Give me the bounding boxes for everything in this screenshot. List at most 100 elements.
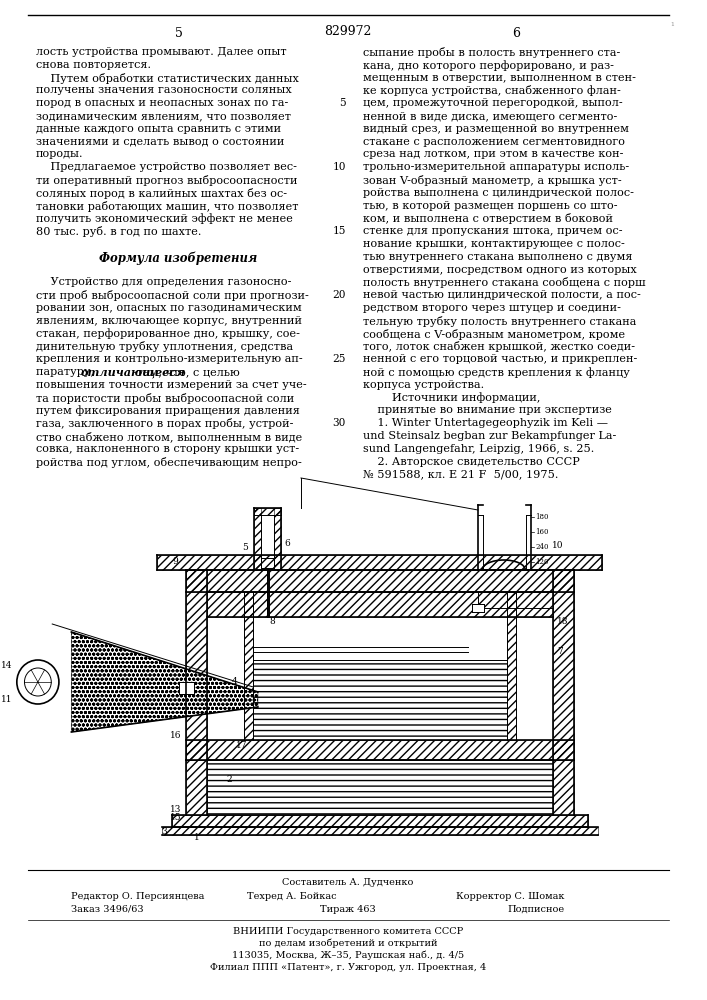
Text: 16: 16 — [170, 730, 182, 740]
Text: стакане с расположением сегментовидного: стакане с расположением сегментовидного — [363, 137, 625, 147]
Text: тью внутреннего стакана выполнено с двумя: тью внутреннего стакана выполнено с двум… — [363, 252, 633, 262]
Bar — [472, 604, 484, 612]
Text: ти оперативный прогноз выбросоопасности: ти оперативный прогноз выбросоопасности — [36, 175, 298, 186]
Bar — [553, 570, 573, 760]
Text: принятые во внимание при экспертизе: принятые во внимание при экспертизе — [363, 405, 612, 415]
Text: корпуса устройства.: корпуса устройства. — [363, 380, 484, 390]
Text: зован V-образный манометр, а крышка уст-: зован V-образный манометр, а крышка уст- — [363, 175, 621, 186]
Text: совка, наклоненного в сторону крышки уст-: совка, наклоненного в сторону крышки уст… — [36, 444, 299, 454]
Text: 14: 14 — [1, 660, 12, 670]
Bar — [158, 555, 602, 570]
Text: та пористости пробы выбросоопасной соли: та пористости пробы выбросоопасной соли — [36, 393, 294, 404]
Text: тем, что, с целью: тем, что, с целью — [133, 367, 240, 377]
Text: ненной в виде диска, имеющего сегменто-: ненной в виде диска, имеющего сегменто- — [363, 111, 617, 121]
Text: Путем обработки статистических данных: Путем обработки статистических данных — [36, 73, 299, 84]
Text: 2: 2 — [226, 776, 232, 784]
Text: 25: 25 — [332, 354, 346, 364]
Text: среза над лотком, при этом в качестве кон-: среза над лотком, при этом в качестве ко… — [363, 149, 624, 159]
Bar — [261, 558, 274, 568]
Bar — [178, 682, 194, 694]
Text: 5: 5 — [243, 544, 248, 552]
Text: редством второго через штуцер и соедини-: редством второго через штуцер и соедини- — [363, 303, 621, 313]
Text: Заказ 3496/63: Заказ 3496/63 — [71, 905, 144, 914]
Text: 3: 3 — [161, 826, 167, 836]
Bar — [254, 508, 261, 570]
Text: стенке для пропускания штока, причем ос-: стенке для пропускания штока, причем ос- — [363, 226, 623, 236]
Text: цем, промежуточной перегородкой, выпол-: цем, промежуточной перегородкой, выпол- — [363, 98, 623, 108]
Text: ровании зон, опасных по газодинамическим: ровании зон, опасных по газодинамическим — [36, 303, 302, 313]
Text: газа, заключенного в порах пробы, устрой-: газа, заключенного в порах пробы, устрой… — [36, 418, 293, 429]
Text: крепления и контрольно-измерительную ап-: крепления и контрольно-измерительную ап- — [36, 354, 303, 364]
Text: 6: 6 — [512, 27, 520, 40]
Text: получить экономический эффект не менее: получить экономический эффект не менее — [36, 213, 293, 224]
Text: Составитель А. Дудченко: Составитель А. Дудченко — [282, 878, 414, 887]
Text: полость внутреннего стакана сообщена с порш: полость внутреннего стакана сообщена с п… — [363, 277, 645, 288]
Text: ройства выполнена с цилиндрической полос-: ройства выполнена с цилиндрической полос… — [363, 188, 634, 198]
Text: № 591588, кл. Е 21 F  5/00, 1975.: № 591588, кл. Е 21 F 5/00, 1975. — [363, 469, 559, 479]
Text: кана, дно которого перфорировано, и раз-: кана, дно которого перфорировано, и раз- — [363, 60, 614, 71]
Text: ком, и выполнена с отверстием в боковой: ком, и выполнена с отверстием в боковой — [363, 213, 613, 224]
Text: явлениям, включающее корпус, внутренний: явлениям, включающее корпус, внутренний — [36, 316, 302, 326]
Text: сообщена с V-образным манометром, кроме: сообщена с V-образным манометром, кроме — [363, 329, 625, 340]
Text: Предлагаемое устройство позволяет вес-: Предлагаемое устройство позволяет вес- — [36, 162, 297, 172]
Bar — [253, 660, 507, 740]
Text: Корректор С. Шомак: Корректор С. Шомак — [455, 892, 564, 901]
Text: Редактор О. Персиянцева: Редактор О. Персиянцева — [71, 892, 205, 901]
Text: зодинамическим явлениям, что позволяет: зодинамическим явлениям, что позволяет — [36, 111, 291, 121]
Text: сыпание пробы в полость внутреннего ста-: сыпание пробы в полость внутреннего ста- — [363, 47, 621, 58]
Text: данные каждого опыта сравнить с этими: данные каждого опыта сравнить с этими — [36, 124, 281, 134]
Text: отличающееся: отличающееся — [80, 367, 185, 378]
Text: 120: 120 — [535, 558, 549, 566]
Bar — [244, 592, 253, 740]
Text: ной с помощью средств крепления к фланцу: ной с помощью средств крепления к фланцу — [363, 367, 630, 378]
Text: sund Langengefahr, Leipzig, 1966, s. 25.: sund Langengefahr, Leipzig, 1966, s. 25. — [363, 444, 595, 454]
Text: 9: 9 — [173, 558, 178, 566]
Text: 30: 30 — [332, 418, 346, 428]
Text: 8: 8 — [269, 617, 275, 626]
Text: 160: 160 — [535, 528, 549, 536]
Bar — [553, 760, 573, 815]
Text: 10: 10 — [551, 540, 563, 550]
Text: отверстиями, посредством одного из которых: отверстиями, посредством одного из котор… — [363, 265, 637, 275]
Bar — [207, 760, 553, 815]
Text: 7: 7 — [557, 648, 563, 656]
Text: тельную трубку полость внутреннего стакана: тельную трубку полость внутреннего стака… — [363, 316, 636, 327]
Text: 4: 4 — [232, 678, 238, 686]
Text: значениями и сделать вывод о состоянии: значениями и сделать вывод о состоянии — [36, 137, 284, 147]
Text: путем фиксирования приращения давления: путем фиксирования приращения давления — [36, 405, 300, 416]
Text: соляных пород в калийных шахтах без ос-: соляных пород в калийных шахтах без ос- — [36, 188, 287, 199]
Text: снова повторяется.: снова повторяется. — [36, 60, 151, 70]
Bar — [186, 570, 573, 592]
Text: ке корпуса устройства, снабженного флан-: ке корпуса устройства, снабженного флан- — [363, 85, 621, 96]
Text: 15: 15 — [332, 226, 346, 236]
Text: ВНИИПИ Государственного комитета СССР: ВНИИПИ Государственного комитета СССР — [233, 927, 463, 936]
Bar — [207, 592, 553, 617]
Text: динительную трубку уплотнения, средства: динительную трубку уплотнения, средства — [36, 341, 293, 352]
Text: ство снабжено лотком, выполненным в виде: ство снабжено лотком, выполненным в виде — [36, 431, 302, 442]
Text: 15: 15 — [170, 814, 182, 822]
Text: 18: 18 — [557, 617, 569, 626]
Text: Техред А. Бойкас: Техред А. Бойкас — [247, 892, 337, 901]
Text: нование крышки, контактирующее с полос-: нование крышки, контактирующее с полос- — [363, 239, 625, 249]
Text: 1. Winter Untertagegeophyzik im Keli —: 1. Winter Untertagegeophyzik im Keli — — [363, 418, 608, 428]
Text: лость устройства промывают. Далее опыт: лость устройства промывают. Далее опыт — [36, 47, 286, 57]
Bar — [186, 740, 573, 760]
Bar — [507, 592, 516, 740]
Text: стакан, перфорированное дно, крышку, сое-: стакан, перфорированное дно, крышку, сое… — [36, 329, 300, 339]
Bar — [254, 508, 281, 515]
Bar — [267, 568, 269, 617]
Text: Филиал ППП «Патент», г. Ужгород, ул. Проектная, 4: Филиал ППП «Патент», г. Ужгород, ул. Про… — [210, 963, 486, 972]
Text: видный срез, и размещенной во внутреннем: видный срез, и размещенной во внутреннем — [363, 124, 629, 134]
Text: ройства под углом, обеспечивающим непро-: ройства под углом, обеспечивающим непро- — [36, 457, 302, 468]
Text: тью, в которой размещен поршень со што-: тью, в которой размещен поршень со што- — [363, 201, 618, 211]
Text: Подписное: Подписное — [507, 905, 564, 914]
Text: 20: 20 — [332, 290, 346, 300]
Text: пород в опасных и неопасных зонах по га-: пород в опасных и неопасных зонах по га- — [36, 98, 288, 108]
Text: 17: 17 — [236, 740, 247, 750]
Bar — [186, 760, 207, 815]
Text: Источники информации,: Источники информации, — [363, 393, 541, 403]
Bar — [186, 570, 207, 760]
Text: повышения точности измерений за счет уче-: повышения точности измерений за счет уче… — [36, 380, 307, 390]
Text: паратуру,: паратуру, — [36, 367, 98, 377]
Text: 11: 11 — [1, 694, 12, 704]
